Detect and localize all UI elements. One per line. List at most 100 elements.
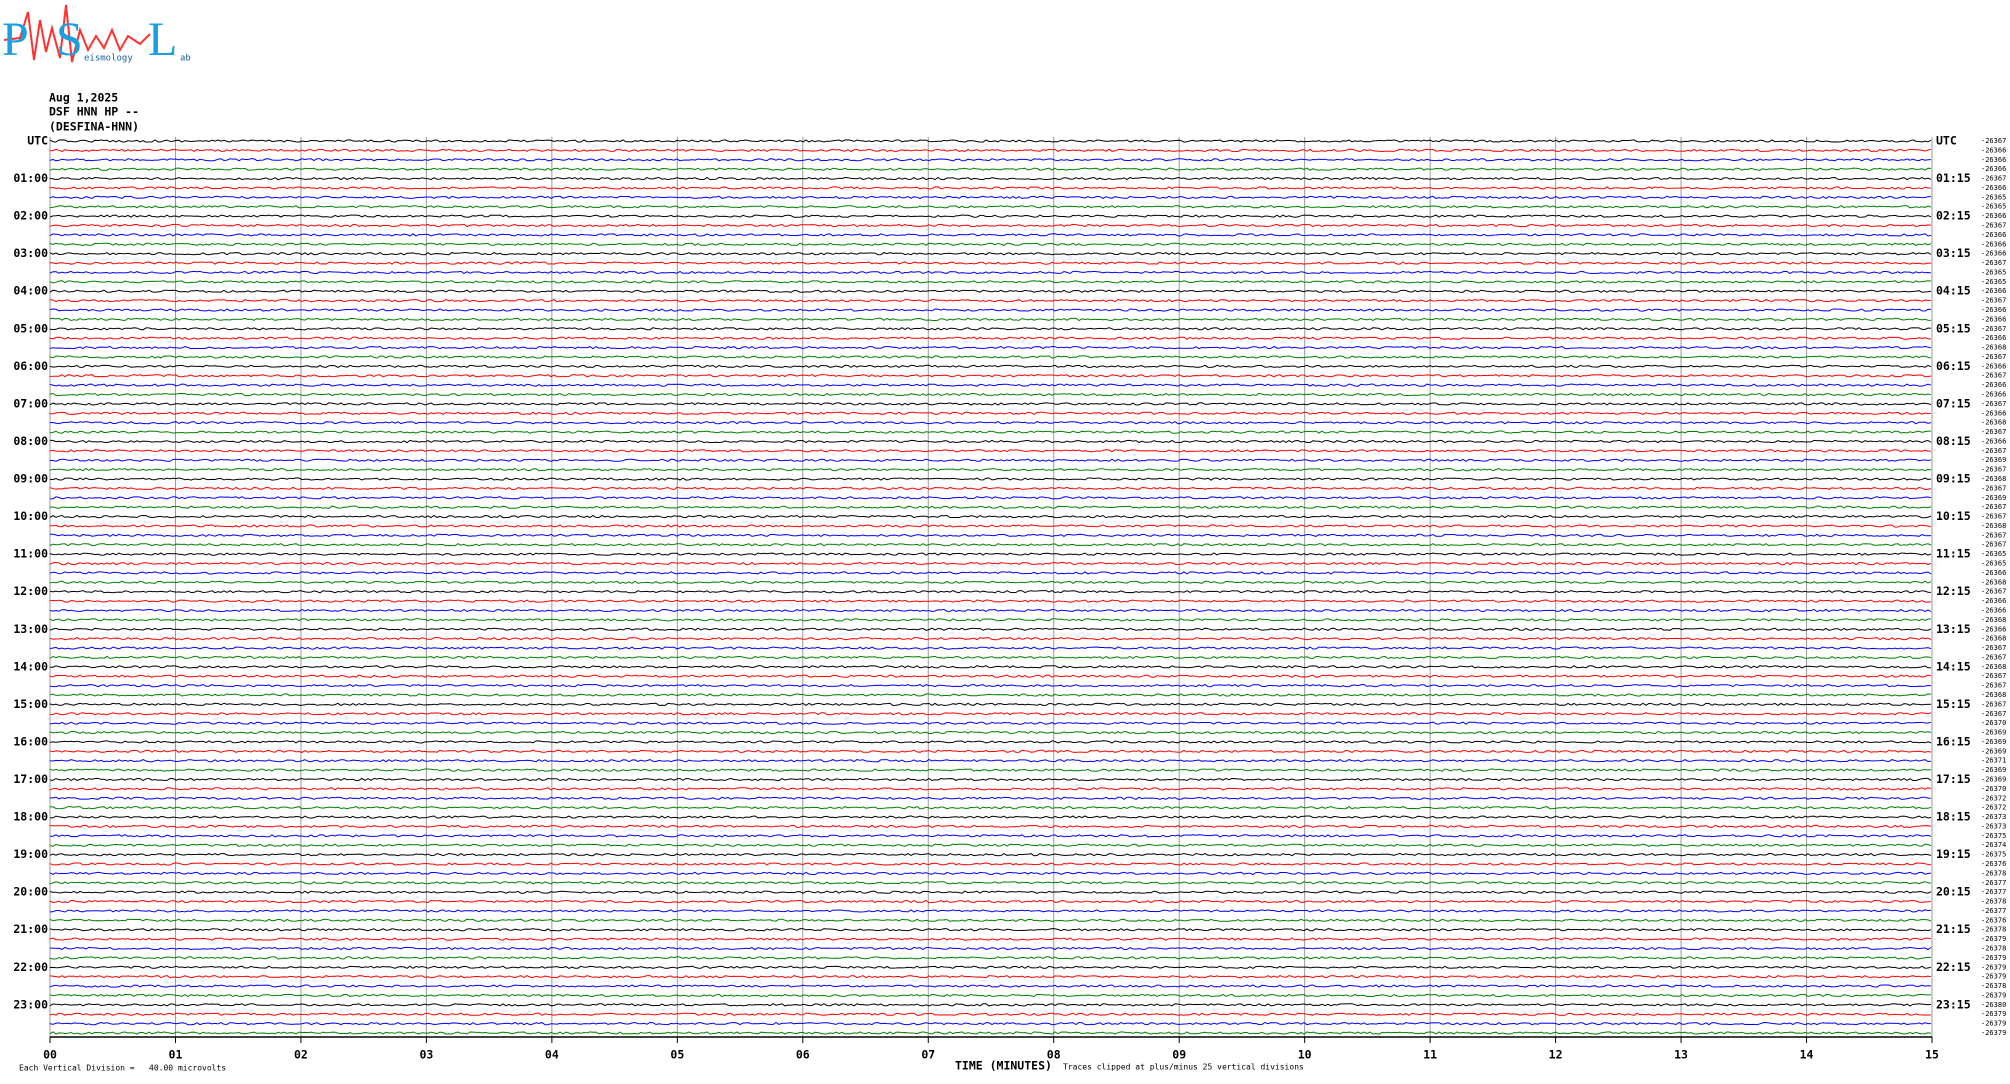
row-label-left: UTC: [27, 134, 48, 148]
x-tick-label: 14: [1800, 1048, 1814, 1062]
trace-value: -26366: [1981, 250, 2006, 258]
trace: [49, 899, 1932, 904]
trace: [50, 533, 1932, 538]
trace-value: -26365: [1981, 193, 2006, 201]
trace-value: -26367: [1981, 259, 2006, 267]
row-label-right: 08:15: [1936, 434, 1971, 448]
trace: [49, 627, 1932, 631]
x-tick-label: 06: [796, 1048, 810, 1062]
trace-value: -26379: [1981, 973, 2006, 981]
trace-value: -26377: [1981, 888, 2006, 896]
trace-value: -26366: [1981, 315, 2006, 323]
x-tick-label: 10: [1298, 1048, 1312, 1062]
trace: [49, 148, 1932, 153]
trace-value: -26369: [1981, 494, 2006, 502]
row-label-right: 13:15: [1936, 622, 1971, 636]
row-label-left: 23:00: [13, 997, 48, 1011]
trace-value: -26372: [1981, 804, 2006, 812]
trace-value: -26368: [1981, 616, 2006, 624]
row-label-right: 02:15: [1936, 209, 1971, 223]
trace: [49, 928, 1932, 932]
trace-value: -26380: [1981, 1001, 2006, 1009]
row-label-right: 09:15: [1936, 472, 1971, 486]
trace: [49, 608, 1932, 613]
trace-value: -26379: [1981, 991, 2006, 999]
trace: [49, 374, 1932, 378]
row-label-left: 19:00: [13, 847, 48, 861]
trace: [49, 843, 1932, 847]
trace-value: -26379: [1981, 1010, 2006, 1018]
date: Aug 1,2025: [49, 91, 118, 105]
trace: [49, 214, 1932, 218]
trace-value: -26378: [1981, 869, 2006, 877]
logo: P S L eismology ab: [2, 4, 191, 66]
row-label-left: 18:00: [13, 810, 48, 824]
logo-letter: L: [148, 13, 177, 66]
trace-value: -26368: [1981, 522, 2006, 530]
row-label-left: 09:00: [13, 472, 48, 486]
trace: [49, 327, 1932, 331]
trace-value: -26367: [1981, 137, 2006, 145]
trace-value: -26367: [1981, 400, 2006, 408]
trace-value: -26366: [1981, 165, 2006, 173]
trace-value: -26368: [1981, 344, 2006, 352]
trace: [49, 308, 1932, 312]
trace: [49, 195, 1932, 199]
x-tick-label: 12: [1549, 1048, 1563, 1062]
trace-value: -26368: [1981, 635, 2006, 643]
x-tick-label: 04: [545, 1048, 559, 1062]
trace: [49, 1031, 1932, 1035]
trace: [49, 1021, 1931, 1026]
trace-value: -26365: [1981, 550, 2006, 558]
trace-value: -26373: [1981, 813, 2006, 821]
trace-value: -26366: [1981, 306, 2006, 314]
trace-value: -26379: [1981, 1029, 2006, 1037]
trace-value: -26378: [1981, 944, 2006, 952]
logo-text: eismology: [84, 54, 133, 64]
trace: [49, 590, 1932, 594]
trace: [49, 242, 1932, 246]
trace: [49, 486, 1932, 491]
trace: [49, 636, 1932, 641]
row-label-left: 02:00: [13, 209, 48, 223]
trace-value: -26365: [1981, 560, 2006, 568]
trace: [50, 946, 1932, 951]
trace: [49, 252, 1932, 256]
trace: [49, 965, 1932, 969]
trace-value: -26367: [1981, 428, 2006, 436]
trace-value: -26379: [1981, 963, 2006, 971]
trace: [49, 655, 1932, 660]
trace: [49, 580, 1932, 585]
trace-value: -26379: [1981, 1020, 2006, 1028]
trace-value: -26367: [1981, 541, 2006, 549]
trace: [49, 204, 1932, 209]
trace: [49, 430, 1932, 434]
trace-value: -26377: [1981, 907, 2006, 915]
trace: [49, 975, 1932, 979]
x-tick-label: 15: [1925, 1048, 1939, 1062]
trace: [49, 280, 1932, 284]
trace: [49, 618, 1931, 622]
trace-value: -26365: [1981, 268, 2006, 276]
logo-wave: [3, 4, 151, 63]
logo-letter: S: [56, 13, 83, 66]
row-label-left: 13:00: [13, 622, 48, 636]
trace-value: -26367: [1981, 503, 2006, 511]
trace-value: -26366: [1981, 156, 2006, 164]
trace-value: -26367: [1981, 588, 2006, 596]
trace: [49, 411, 1932, 415]
trace-value: -26366: [1981, 437, 2006, 445]
row-label-right: 07:15: [1936, 396, 1971, 410]
row-label-right: 12:15: [1936, 584, 1971, 598]
row-label-left: 06:00: [13, 359, 48, 373]
trace: [49, 993, 1932, 998]
trace: [49, 571, 1932, 575]
logo-text: ab: [180, 54, 191, 64]
trace: [49, 467, 1932, 472]
trace: [49, 298, 1932, 303]
trace: [49, 956, 1932, 960]
trace: [49, 561, 1932, 566]
trace-value: -26367: [1981, 710, 2006, 718]
trace-value: -26366: [1981, 381, 2006, 389]
trace: [49, 759, 1932, 763]
